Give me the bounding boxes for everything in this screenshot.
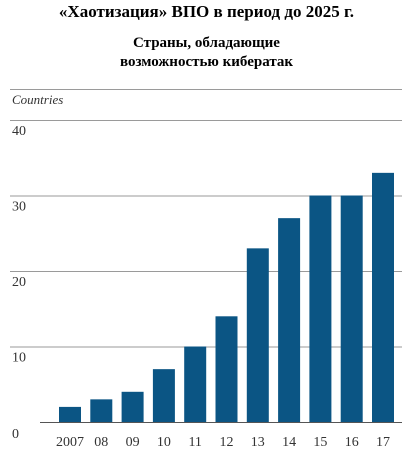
subtitle-line-1: Страны, обладающие [133, 35, 280, 51]
x-tick-label-2007: 2007 [56, 435, 84, 450]
bar-12 [215, 316, 238, 422]
y-tick-label-40: 40 [12, 124, 26, 139]
x-tick-label-13: 13 [251, 435, 265, 450]
y-axis-label: Countries [12, 92, 63, 107]
bar-15 [309, 195, 332, 422]
x-tick-label-09: 09 [126, 435, 140, 450]
chart-subtitle: Страны, обладающие возможностью киберата… [0, 34, 413, 72]
y-tick-label-20: 20 [12, 275, 26, 290]
subtitle-line-2: возможностью кибератак [119, 54, 294, 70]
x-tick-label-16: 16 [345, 435, 359, 450]
x-tick-label-10: 10 [157, 435, 171, 450]
bar-14 [278, 218, 301, 422]
y-tick-label-10: 10 [12, 351, 26, 366]
y-tick-label-30: 30 [12, 200, 26, 215]
bar-2007 [59, 406, 81, 422]
bar-09 [121, 391, 144, 422]
bar-10 [152, 369, 175, 422]
bar-08 [90, 399, 113, 422]
x-tick-label-14: 14 [282, 435, 296, 450]
chart-title: «Хаотизация» ВПО в период до 2025 г. [58, 2, 355, 21]
x-tick-label-12: 12 [220, 435, 234, 450]
x-tick-label-11: 11 [188, 435, 201, 450]
bar-17 [372, 172, 394, 422]
x-tick-label-08: 08 [94, 435, 108, 450]
x-tick-label-15: 15 [313, 435, 327, 450]
x-tick-label-17: 17 [376, 435, 390, 450]
bar-11 [184, 346, 207, 422]
bar-13 [246, 248, 269, 422]
y-tick-label-0: 0 [12, 427, 19, 442]
bar-16 [340, 195, 363, 422]
